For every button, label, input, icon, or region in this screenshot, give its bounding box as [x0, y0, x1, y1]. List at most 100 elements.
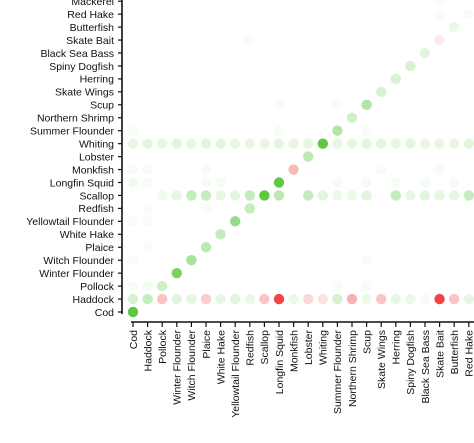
- y-tick-label: Skate Wings: [55, 87, 114, 99]
- dot-scup-x-haddock: [361, 293, 372, 305]
- dot-red-hake-x-haddock: [463, 293, 474, 305]
- dot-summer-flounder-x-whiting: [332, 138, 343, 149]
- dot-skate-bait-x-red-hake: [434, 8, 445, 20]
- y-tick-label: Black Sea Bass: [40, 48, 114, 60]
- x-tick-label: Plaice: [201, 330, 213, 359]
- dot-longfin-squid-x-longfin-squid: [273, 177, 285, 188]
- dot-haddock-x-redfish: [142, 203, 153, 214]
- dot-skate-bait-x-scallop: [434, 190, 445, 201]
- y-tick-label: Northern Shrimp: [37, 113, 114, 125]
- y-tick-label: Cod: [95, 307, 114, 319]
- dot-plaice-x-longfin-squid: [200, 177, 212, 188]
- dot-skate-bait-x-mackerel: [434, 0, 445, 7]
- dot-pollock-x-scallop: [157, 190, 168, 201]
- y-tick-label: Scallop: [80, 190, 115, 202]
- x-tick-label: Skate Wings: [376, 330, 388, 389]
- dot-northern-shrimp-x-whiting: [346, 138, 358, 149]
- y-tick-label: Lobster: [79, 151, 115, 163]
- dot-herring-x-herring: [390, 73, 401, 85]
- dot-plaice-x-haddock: [200, 293, 212, 305]
- dot-scallop-x-haddock: [259, 293, 270, 305]
- dot-winter-flounder-x-winter-flounder: [171, 267, 182, 279]
- y-tick-label: Winter Flounder: [39, 268, 114, 280]
- y-tick-label: Herring: [80, 74, 115, 86]
- dot-white-hake-x-scallop: [215, 190, 226, 201]
- dot-spiny-dogfish-x-haddock: [405, 293, 416, 305]
- dot-herring-x-longfin-squid: [390, 177, 401, 188]
- dot-lobster-x-scallop: [303, 190, 314, 201]
- y-tick-label: Red Hake: [67, 9, 114, 21]
- y-tick-label: Whiting: [79, 138, 114, 150]
- dot-summer-flounder-x-longfin-squid: [332, 177, 343, 188]
- dot-whiting-x-whiting: [317, 138, 328, 149]
- dot-cod-x-pollock: [127, 280, 139, 292]
- dot-yellowtail-flounder-x-whiting: [230, 138, 241, 149]
- dot-monkfish-x-whiting: [288, 138, 299, 149]
- dot-scup-x-summer-flounder: [361, 125, 372, 136]
- dot-spiny-dogfish-x-whiting: [405, 138, 416, 149]
- dot-lobster-x-haddock: [303, 293, 314, 305]
- dot-plaice-x-scallop: [200, 190, 212, 201]
- dot-haddock-x-pollock: [142, 280, 153, 292]
- dot-scallop-x-whiting: [259, 138, 270, 149]
- x-tick-label: Haddock: [142, 329, 154, 371]
- dot-cod-x-yellowtail-flounder: [127, 216, 139, 227]
- dot-cod-x-cod: [127, 306, 139, 318]
- dot-butterfish-x-whiting: [449, 138, 460, 149]
- y-tick-label: Yellowtail Flounder: [26, 216, 114, 228]
- dot-longfin-squid-x-scallop: [273, 190, 285, 201]
- dot-pollock-x-pollock: [157, 280, 168, 292]
- dot-scup-x-scallop: [361, 190, 372, 201]
- dot-scup-x-whiting: [361, 138, 372, 149]
- dot-redfish-x-scallop: [244, 190, 255, 201]
- dot-black-sea-bass-x-black-sea-bass: [419, 47, 431, 59]
- y-tick-label: Redfish: [78, 203, 114, 215]
- x-tick-label: Witch Flounder: [186, 329, 198, 400]
- dot-redfish-x-redfish: [244, 203, 255, 214]
- dot-cod-x-summer-flounder: [127, 125, 139, 136]
- x-tick-label: Red Hake: [464, 330, 474, 377]
- x-tick-label: Scup: [361, 330, 373, 354]
- x-tick-label: Longfin Squid: [274, 330, 286, 394]
- dot-plaice-x-monkfish: [200, 164, 212, 175]
- dot-whiting-x-scallop: [317, 190, 328, 201]
- dot-yellowtail-flounder-x-haddock: [230, 293, 241, 305]
- dot-northern-shrimp-x-northern-shrimp: [346, 112, 358, 123]
- y-tick-label: Plaice: [85, 242, 114, 254]
- y-tick-label: Butterfish: [70, 22, 115, 34]
- y-tick-label: Haddock: [73, 294, 115, 306]
- x-tick-label: Skate Bait: [434, 330, 446, 378]
- dot-skate-bait-x-whiting: [434, 138, 445, 149]
- dot-lobster-x-lobster: [303, 151, 314, 162]
- dot-spiny-dogfish-x-scallop: [405, 190, 416, 201]
- dots-layer: [127, 0, 474, 318]
- dot-haddock-x-haddock: [142, 293, 153, 305]
- dot-white-hake-x-longfin-squid: [215, 177, 226, 188]
- dot-northern-shrimp-x-scallop: [346, 190, 358, 201]
- dot-monkfish-x-monkfish: [288, 164, 299, 175]
- dot-longfin-squid-x-summer-flounder: [273, 125, 285, 136]
- dot-butterfish-x-haddock: [449, 293, 460, 305]
- dot-redfish-x-haddock: [244, 293, 255, 305]
- dot-cod-x-witch-flounder: [127, 255, 139, 266]
- dot-summer-flounder-x-scup: [332, 99, 343, 111]
- x-tick-label: Monkfish: [288, 330, 300, 372]
- dot-haddock-x-yellowtail-flounder: [142, 216, 153, 227]
- dot-pollock-x-whiting: [157, 138, 168, 149]
- dot-skate-wings-x-skate-wings: [376, 86, 387, 98]
- dot-witch-flounder-x-haddock: [186, 293, 197, 305]
- dot-white-hake-x-white-hake: [215, 229, 226, 240]
- x-tick-label: Lobster: [303, 330, 315, 366]
- x-tick-label: Herring: [391, 330, 403, 365]
- dot-butterfish-x-butterfish: [449, 21, 460, 33]
- dot-herring-x-haddock: [390, 293, 401, 305]
- dot-red-hake-x-red-hake: [463, 8, 474, 20]
- dot-haddock-x-longfin-squid: [142, 177, 153, 188]
- x-tick-label: Black Sea Bass: [420, 330, 432, 404]
- y-tick-label: Scup: [90, 100, 114, 112]
- x-tick-label: Redfish: [245, 330, 257, 366]
- dot-summer-flounder-x-haddock: [332, 293, 343, 305]
- dot-white-hake-x-haddock: [215, 293, 226, 305]
